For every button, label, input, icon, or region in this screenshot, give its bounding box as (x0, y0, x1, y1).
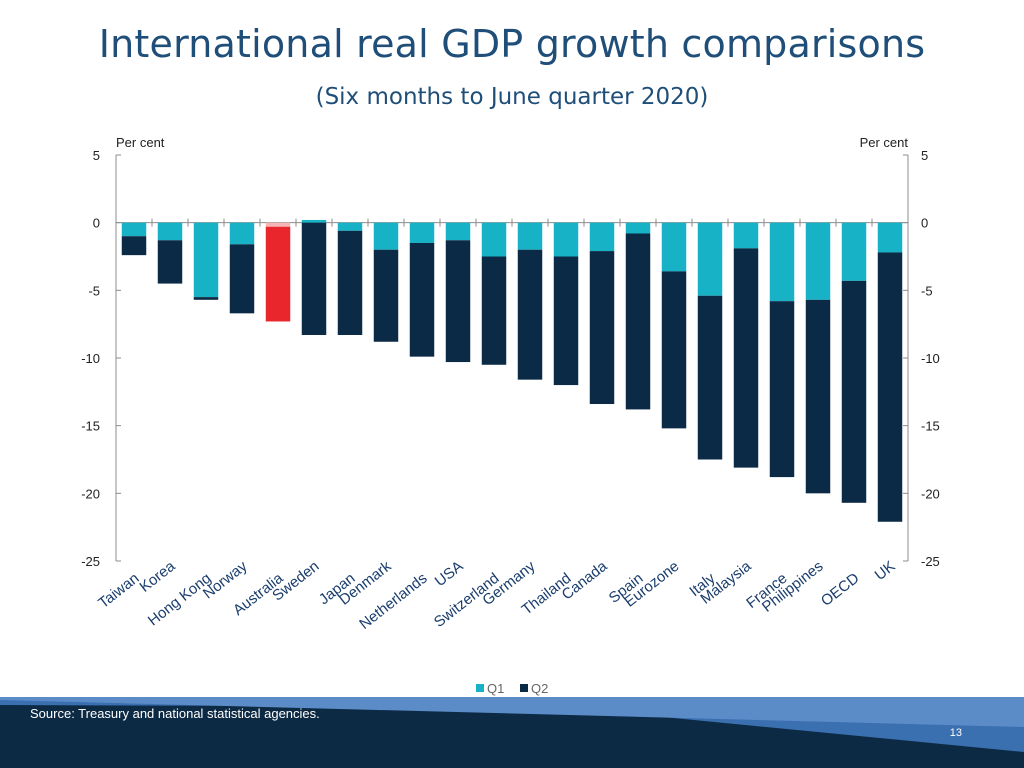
bar-q2-spain (625, 233, 651, 410)
bar-q1-eurozone (661, 222, 687, 272)
y-tick-label-left: -25 (81, 554, 100, 569)
y-unit-label-right: Per cent (860, 135, 909, 150)
bar-q1-hong-kong (193, 222, 219, 298)
y-tick-label-right: -10 (921, 351, 940, 366)
bar-q2-italy (697, 295, 723, 460)
bar-q2-france (769, 301, 795, 478)
bar-q2-eurozone (661, 271, 687, 429)
y-tick-label-left: -5 (88, 283, 100, 298)
bar-q2-thailand (553, 256, 579, 386)
bar-q1-italy (697, 222, 723, 296)
bar-q2-sweden (301, 222, 327, 335)
bar-q2-denmark (373, 249, 399, 342)
bar-q1-switzerland (481, 222, 507, 257)
y-tick-label-right: -15 (921, 419, 940, 434)
y-tick-label-left: 0 (93, 216, 100, 231)
bar-q1-usa (445, 222, 471, 241)
bar-q1-korea (157, 222, 183, 241)
legend-label-q1: Q1 (487, 681, 504, 696)
bar-q1-japan (337, 222, 363, 231)
page-number: 13 (949, 727, 962, 739)
x-label-uk: UK (872, 558, 899, 584)
footer-accent-shape (0, 697, 1024, 752)
y-tick-label-right: -5 (921, 283, 933, 298)
y-unit-label-left: Per cent (116, 135, 165, 150)
bar-q2-norway (229, 244, 255, 314)
bar-q1-sweden (301, 219, 327, 223)
bar-q1-canada (589, 222, 615, 252)
bar-q1-philippines (805, 222, 831, 300)
bar-q1-australia (265, 222, 291, 227)
bar-q2-oecd (841, 280, 867, 503)
bar-q1-oecd (841, 222, 867, 281)
slide-subtitle: (Six months to June quarter 2020) (315, 84, 709, 110)
gdp-bar-chart: 5 5 0 0 -5 -5 -10 -10 -15 -15 -20 -20 -25 -25 Per cent… (81, 135, 940, 696)
bar-q2-taiwan (121, 236, 147, 256)
y-tick-label-right: -25 (921, 554, 940, 569)
bar-q1-denmark (373, 222, 399, 250)
bar-q1-france (769, 222, 795, 302)
legend-swatch-q1 (476, 684, 484, 692)
x-label-korea: Korea (136, 557, 179, 595)
bar-q1-malaysia (733, 222, 759, 249)
x-label-usa: USA (432, 558, 467, 590)
bar-q1-germany (517, 222, 543, 250)
bar-q2-uk (877, 252, 903, 522)
y-tick-label-left: -15 (81, 419, 100, 434)
y-tick-label-left: -10 (81, 351, 100, 366)
y-tick-label-right: -20 (921, 486, 940, 501)
bar-q2-australia (265, 226, 291, 322)
bar-q2-philippines (805, 299, 831, 494)
bar-q2-canada (589, 251, 615, 405)
bar-q2-hong-kong (193, 297, 219, 300)
source-note: Source: Treasury and national statistica… (30, 706, 320, 721)
bar-q1-uk (877, 222, 903, 253)
bar-q1-netherlands (409, 222, 435, 243)
bar-q1-norway (229, 222, 255, 245)
bar-q2-malaysia (733, 248, 759, 468)
bar-q2-germany (517, 249, 543, 380)
bar-q1-thailand (553, 222, 579, 257)
bar-q2-netherlands (409, 242, 435, 357)
bar-q1-spain (625, 222, 651, 234)
legend-swatch-q2 (520, 684, 528, 692)
slide-title: International real GDP growth comparison… (98, 22, 926, 66)
bar-q2-japan (337, 230, 363, 335)
y-tick-label-left: -20 (81, 486, 100, 501)
y-tick-label-right: 5 (921, 148, 928, 163)
y-tick-label-right: 0 (921, 216, 928, 231)
bar-q2-korea (157, 240, 183, 284)
x-label-oecd: OECD (818, 570, 863, 610)
footer-bar (0, 697, 1024, 768)
y-tick-label-left: 5 (93, 148, 100, 163)
bar-q1-taiwan (121, 222, 147, 237)
x-label-taiwan: Taiwan (95, 570, 142, 612)
bar-q2-switzerland (481, 256, 507, 365)
legend-label-q2: Q2 (531, 681, 548, 696)
bar-q2-usa (445, 240, 471, 363)
